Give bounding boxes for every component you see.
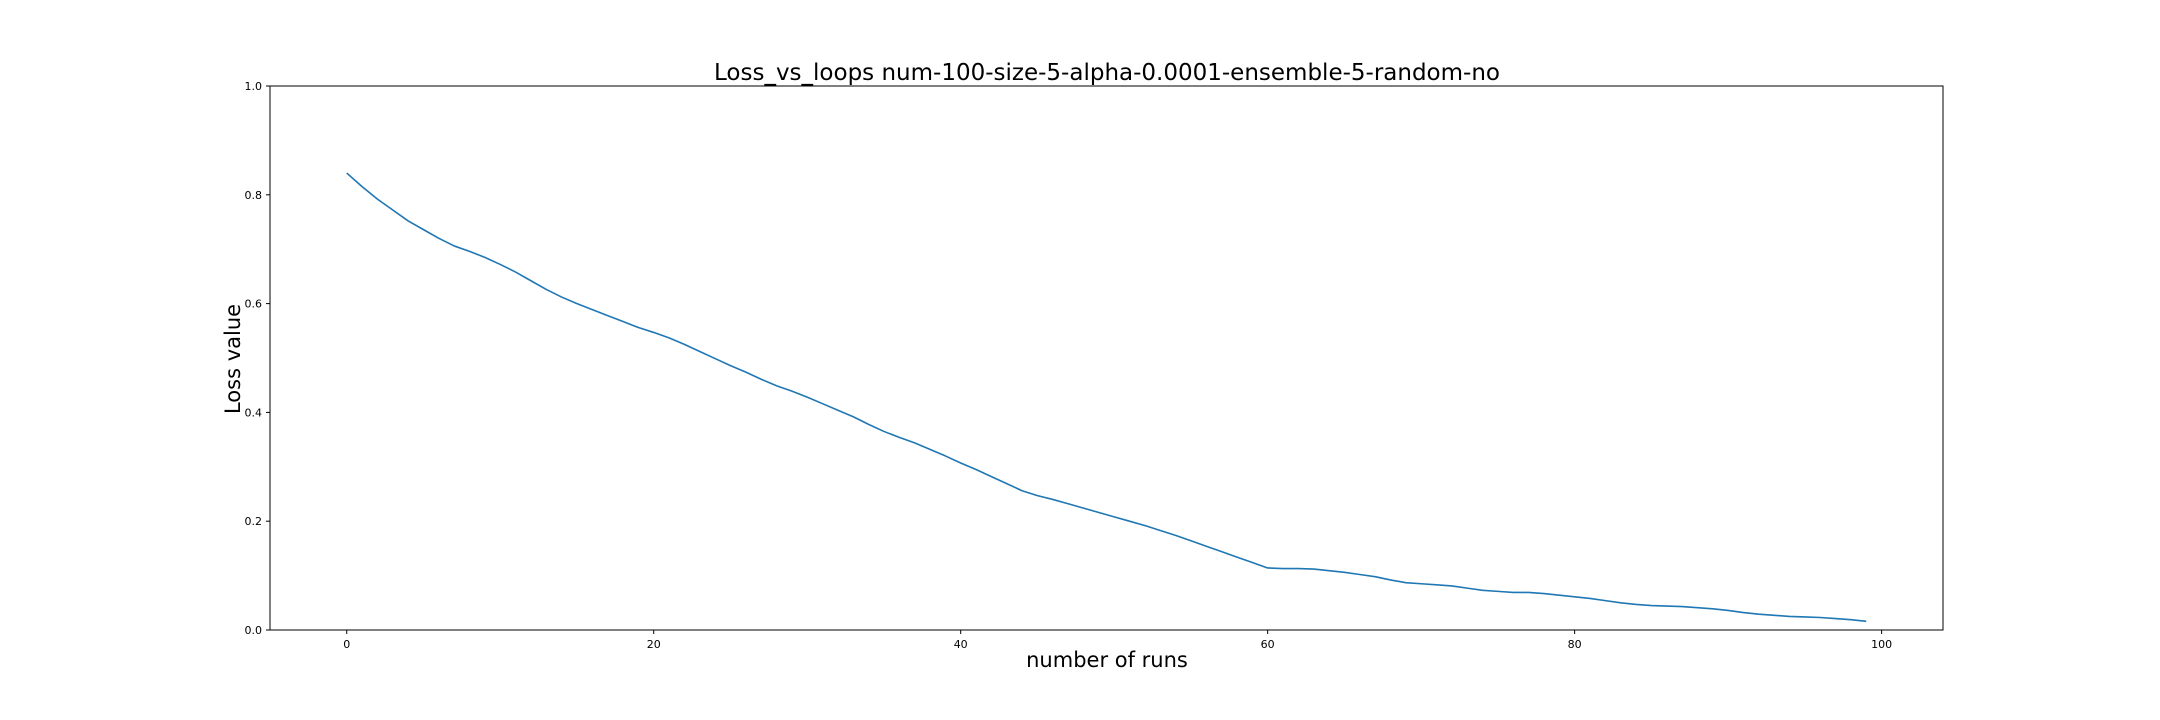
x-tick-label: 100 (1871, 638, 1892, 651)
x-tick-label: 20 (647, 638, 661, 651)
plot-frame (269, 85, 1944, 631)
y-tick-label: 0.4 (245, 406, 263, 419)
series-line-0 (346, 172, 1867, 623)
y-axis-label: Loss value (221, 304, 245, 414)
y-tick-label: 0.0 (245, 624, 263, 637)
x-tick-label: 60 (1261, 638, 1275, 651)
x-axis-label: number of runs (1026, 648, 1188, 672)
plot-area: 0 20 40 60 80 100 0.0 0.2 0.4 0.6 0.8 1.0 (245, 80, 1944, 651)
y-tick-label: 0.8 (245, 189, 263, 202)
chart-title: Loss_vs_loops num-100-size-5-alpha-0.000… (714, 60, 1500, 86)
x-tick-label: 40 (954, 638, 968, 651)
y-tick-label: 0.6 (245, 298, 263, 311)
x-tick-label: 80 (1568, 638, 1582, 651)
y-tick-label: 0.2 (245, 515, 263, 528)
x-tick-label: 0 (343, 638, 350, 651)
y-tick-label: 1.0 (245, 80, 263, 93)
